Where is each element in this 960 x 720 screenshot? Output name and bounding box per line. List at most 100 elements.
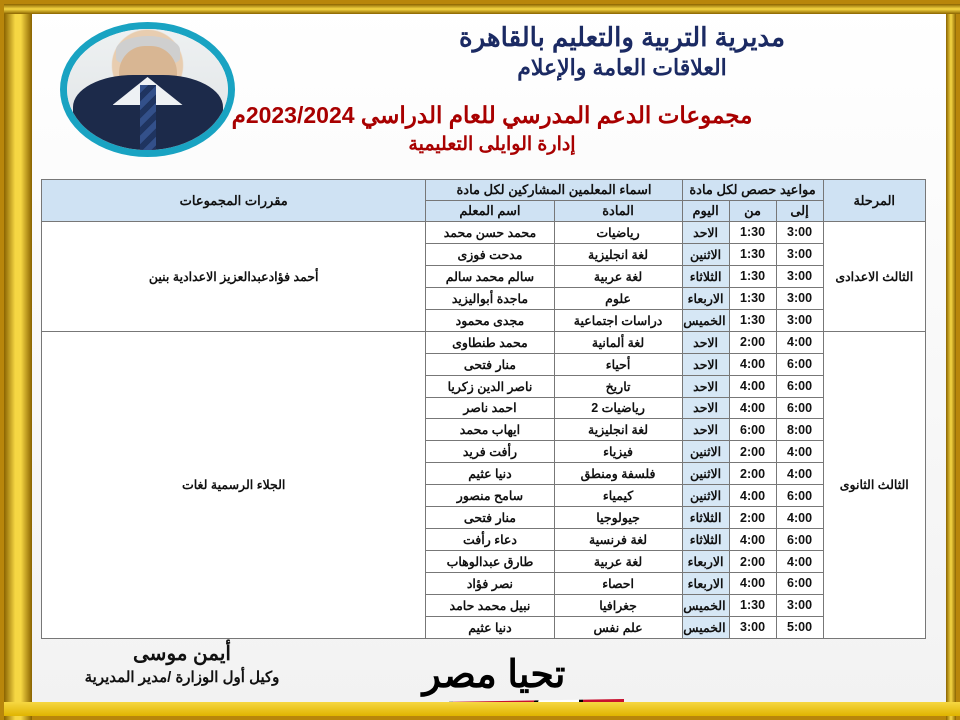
footer-signature: أيمن موسى وكيل أول الوزارة /مدير المديري… xyxy=(32,641,332,686)
col-header-stage: المرحلة xyxy=(823,180,925,222)
cell-teacher: نبيل محمد حامد xyxy=(426,594,554,616)
cell-teacher: سالم محمد سالم xyxy=(426,265,554,287)
cell-group-name: أحمد فؤادعبدالعزيز الاعدادية بنين xyxy=(42,222,426,332)
cell-day: الثلاثاء xyxy=(682,507,729,529)
cell-subject: علم نفس xyxy=(554,616,682,638)
cell-subject: دراسات اجتماعية xyxy=(554,309,682,331)
right-gold-border xyxy=(946,4,956,720)
cell-day: الاربعاء xyxy=(682,287,729,309)
cell-stage: الثالث الاعدادى xyxy=(823,222,925,332)
cell-teacher: دعاء رأفت xyxy=(426,529,554,551)
cell-time-to: 4:00 xyxy=(776,551,823,573)
cell-group-name: الجلاء الرسمية لغات xyxy=(42,331,426,638)
cell-subject: تاريخ xyxy=(554,375,682,397)
header-title-line2: العلاقات العامة والإعلام xyxy=(302,55,942,81)
cell-teacher: ناصر الدين زكريا xyxy=(426,375,554,397)
header-section: مديرية التربية والتعليم بالقاهرة العلاقا… xyxy=(32,14,952,109)
cell-subject: رياضيات 2 xyxy=(554,397,682,419)
cell-time-to: 4:00 xyxy=(776,441,823,463)
cell-subject: لغة انجليزية xyxy=(554,419,682,441)
cell-subject: لغة انجليزية xyxy=(554,243,682,265)
cell-time-to: 6:00 xyxy=(776,397,823,419)
cell-time-from: 4:00 xyxy=(729,573,776,595)
cell-subject: علوم xyxy=(554,287,682,309)
cell-time-from: 4:00 xyxy=(729,353,776,375)
header-title-line1: مديرية التربية والتعليم بالقاهرة xyxy=(302,22,942,53)
cell-subject: لغة عربية xyxy=(554,265,682,287)
cell-time-from: 4:00 xyxy=(729,375,776,397)
cell-teacher: طارق عبدالوهاب xyxy=(426,551,554,573)
cell-teacher: مدحت فوزى xyxy=(426,243,554,265)
cell-time-from: 4:00 xyxy=(729,397,776,419)
cell-teacher: منار فتحى xyxy=(426,353,554,375)
col-header-to: إلى xyxy=(776,201,823,222)
cell-time-to: 3:00 xyxy=(776,265,823,287)
main-title-line2: إدارة الوايلى التعليمية xyxy=(32,133,952,156)
cell-time-from: 1:30 xyxy=(729,287,776,309)
main-title-block: مجموعات الدعم المدرسي للعام الدراسي 2023… xyxy=(32,102,952,156)
poster-root: ا مديرية التربية والتعليم بالقاهرة العلا… xyxy=(0,0,960,720)
cell-subject: لغة ألمانية xyxy=(554,331,682,353)
footer-name: أيمن موسى xyxy=(32,641,332,666)
cell-teacher: دنيا عثيم xyxy=(426,616,554,638)
schedule-table-body: الثالث الاعدادى 3:00 1:30 الاحد رياضيات محمد … xyxy=(42,222,926,639)
cell-day: الخميس xyxy=(682,594,729,616)
cell-time-from: 6:00 xyxy=(729,419,776,441)
schedule-table: المرحلة مواعيد حصص لكل مادة اسماء المعلم… xyxy=(41,179,926,639)
cell-subject: لغة فرنسية xyxy=(554,529,682,551)
cell-day: الاثنين xyxy=(682,243,729,265)
bottom-gold-border xyxy=(4,702,960,716)
cell-day: الخميس xyxy=(682,616,729,638)
cell-subject: رياضيات xyxy=(554,222,682,244)
cell-time-to: 3:00 xyxy=(776,222,823,244)
cell-day: الاحد xyxy=(682,375,729,397)
cell-teacher: ايهاب محمد xyxy=(426,419,554,441)
cell-day: الاثنين xyxy=(682,441,729,463)
cell-teacher: رأفت فريد xyxy=(426,441,554,463)
col-header-subject: المادة xyxy=(554,201,682,222)
cell-time-to: 6:00 xyxy=(776,375,823,397)
cell-time-to: 8:00 xyxy=(776,419,823,441)
cell-teacher: ماجدة أبوالیزید xyxy=(426,287,554,309)
cell-time-to: 6:00 xyxy=(776,485,823,507)
cell-day: الاحد xyxy=(682,222,729,244)
cell-time-to: 4:00 xyxy=(776,463,823,485)
cell-subject: جغرافيا xyxy=(554,594,682,616)
footer-title: وكيل أول الوزارة /مدير المديرية xyxy=(32,668,332,686)
cell-time-to: 3:00 xyxy=(776,309,823,331)
cell-time-from: 4:00 xyxy=(729,485,776,507)
col-header-group: مقررات المجموعات xyxy=(42,180,426,222)
cell-time-from: 2:00 xyxy=(729,331,776,353)
left-gold-border xyxy=(4,4,32,720)
col-header-day: اليوم xyxy=(682,201,729,222)
cell-time-from: 1:30 xyxy=(729,222,776,244)
cell-subject: احصاء xyxy=(554,573,682,595)
cell-time-from: 1:30 xyxy=(729,594,776,616)
header-title-block: مديرية التربية والتعليم بالقاهرة العلاقا… xyxy=(302,22,942,81)
cell-stage: الثالث الثانوى xyxy=(823,331,925,638)
cell-subject: كيمياء xyxy=(554,485,682,507)
cell-time-from: 4:00 xyxy=(729,529,776,551)
cell-time-from: 3:00 xyxy=(729,616,776,638)
main-title-line1: مجموعات الدعم المدرسي للعام الدراسي 2023… xyxy=(32,102,952,129)
cell-day: الاحد xyxy=(682,353,729,375)
col-header-teacher-group: اسماء المعلمين المشاركين لكل مادة xyxy=(426,180,682,201)
cell-time-to: 4:00 xyxy=(776,507,823,529)
table-row: الثالث الاعدادى 3:00 1:30 الاحد رياضيات محمد … xyxy=(42,222,926,244)
cell-teacher: نصر فؤاد xyxy=(426,573,554,595)
schedule-table-container: المرحلة مواعيد حصص لكل مادة اسماء المعلم… xyxy=(41,179,926,639)
cell-time-to: 3:00 xyxy=(776,243,823,265)
cell-subject: أحياء xyxy=(554,353,682,375)
cell-teacher: احمد ناصر xyxy=(426,397,554,419)
cell-subject: فلسفة ومنطق xyxy=(554,463,682,485)
col-header-teacher: اسم المعلم xyxy=(426,201,554,222)
cell-teacher: مجدى محمود xyxy=(426,309,554,331)
cell-subject: لغة عربية xyxy=(554,551,682,573)
table-row: الثالث الثانوى 4:00 2:00 الاحد لغة ألمانية مح… xyxy=(42,331,926,353)
cell-time-to: 3:00 xyxy=(776,594,823,616)
cell-day: الثلاثاء xyxy=(682,265,729,287)
cell-time-to: 3:00 xyxy=(776,287,823,309)
cell-time-from: 2:00 xyxy=(729,507,776,529)
cell-day: الثلاثاء xyxy=(682,529,729,551)
cell-time-to: 6:00 xyxy=(776,353,823,375)
